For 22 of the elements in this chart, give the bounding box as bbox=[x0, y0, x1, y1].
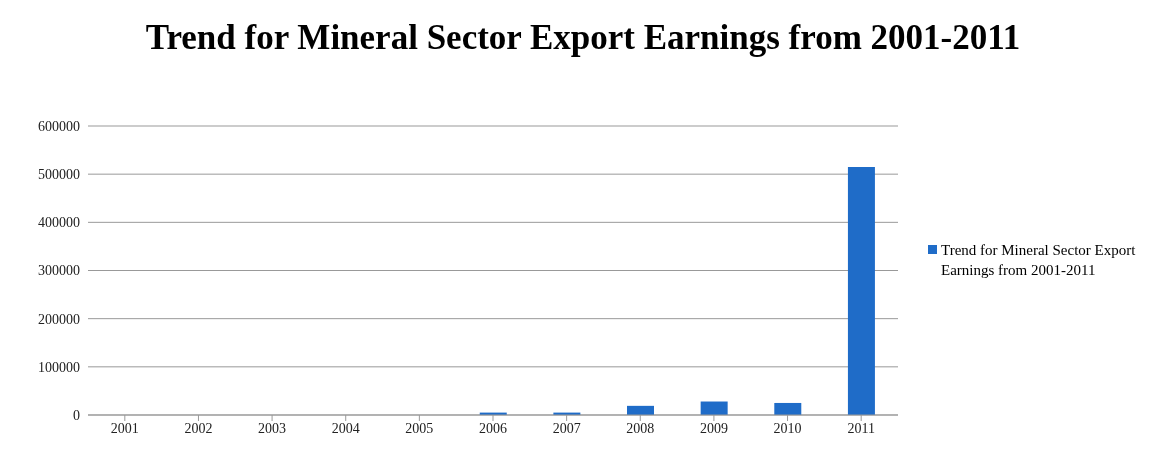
x-tick-label: 2003 bbox=[258, 420, 287, 436]
y-tick-label: 200000 bbox=[38, 311, 80, 327]
x-tick-label: 2002 bbox=[184, 420, 213, 436]
x-tick-label: 2011 bbox=[847, 420, 875, 436]
legend-label: Trend for Mineral Sector Export Earnings from 2001-2011 bbox=[941, 241, 1137, 280]
x-tick-label: 2010 bbox=[773, 420, 802, 436]
x-tick-label: 2001 bbox=[110, 420, 139, 436]
x-tick-label: 2005 bbox=[405, 420, 434, 436]
x-tick-label: 2008 bbox=[626, 420, 655, 436]
y-tick-label: 500000 bbox=[38, 167, 80, 183]
y-tick-label: 400000 bbox=[38, 215, 80, 231]
bar bbox=[774, 402, 802, 415]
chart-title: Trend for Mineral Sector Export Earnings from 2001-2011 bbox=[144, 17, 1022, 59]
y-tick-label: 300000 bbox=[38, 263, 80, 279]
y-tick-label: 600000 bbox=[38, 118, 80, 134]
x-tick-label: 2004 bbox=[331, 420, 360, 436]
y-tick-label: 0 bbox=[73, 407, 80, 423]
y-tick-label: 100000 bbox=[38, 359, 80, 375]
x-tick-label: 2007 bbox=[552, 420, 581, 436]
bar bbox=[847, 166, 875, 415]
x-tick-label: 2009 bbox=[699, 420, 728, 436]
x-tick-label: 2006 bbox=[479, 420, 507, 436]
